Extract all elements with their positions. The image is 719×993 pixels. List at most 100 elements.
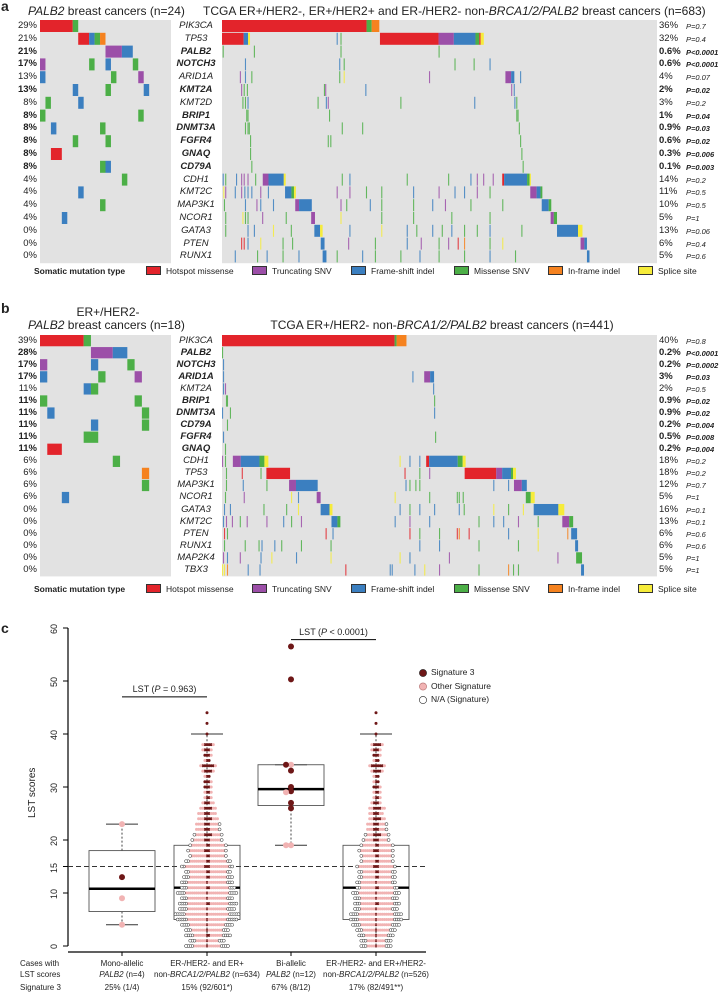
mutation-cell-palb2 (105, 45, 122, 58)
point-other (192, 854, 196, 858)
mutation-tick-kmt2c (394, 516, 396, 528)
point-other (382, 886, 386, 890)
mutation-tick-runx1 (419, 250, 421, 263)
point-other (378, 912, 382, 916)
point-na (184, 859, 188, 863)
mutation-cell-brip1 (40, 395, 48, 407)
point-na (173, 912, 178, 916)
mutation-tick-tbx3 (512, 564, 515, 576)
mutation-block-cdh1 (259, 455, 265, 467)
point-sig3 (374, 833, 378, 837)
point-other (209, 907, 213, 911)
mutation-block-pik3ca (366, 20, 372, 32)
legend-label: Truncating SNV (272, 584, 332, 594)
point-sig3 (372, 785, 376, 789)
point-sig3 (205, 790, 209, 794)
point-sig3 (372, 743, 376, 747)
point-other (378, 801, 382, 805)
point-na (226, 944, 230, 948)
mutation-tick-pten (457, 237, 459, 250)
point-other (216, 833, 219, 837)
point-sig3 (374, 785, 378, 789)
mutation-block-ncor1 (525, 491, 531, 504)
mutation-tick-gata3 (229, 503, 231, 516)
point-other (378, 753, 382, 757)
mutation-tick-pten (439, 528, 441, 540)
point-other (211, 907, 215, 911)
point-na (224, 854, 228, 858)
p-value: P=0.1 (686, 505, 706, 515)
mutation-block-tp53 (511, 467, 513, 480)
point-other (203, 907, 207, 911)
point-other (368, 838, 372, 842)
point-na (180, 880, 184, 885)
legend-item-S: Splice site (638, 584, 697, 594)
point-other (380, 939, 384, 943)
point-other (192, 928, 196, 932)
point-other (197, 865, 201, 868)
point-other (211, 743, 215, 747)
mutation-tick-map3k1 (381, 199, 383, 212)
mutation-tick-gata3 (225, 224, 227, 237)
mutation-tick-arid1a (251, 71, 253, 84)
mutation-tick-tbx3 (391, 564, 393, 576)
point-na (180, 885, 184, 890)
point-other (380, 865, 384, 868)
mutation-tick-map2k4 (226, 552, 229, 564)
point-other (220, 854, 224, 858)
mutation-cell-kmt2d (78, 96, 84, 109)
point-sig3 (372, 865, 376, 868)
left-cohort-frequency: 0% (23, 539, 37, 551)
left-cohort-frequency: 11% (18, 431, 38, 443)
mutation-tick-tbx3 (439, 564, 441, 576)
mutation-block-cdh1 (527, 173, 530, 186)
mutation-tick-kmt2c (222, 516, 225, 528)
text: ER-/HER2- and ER+/HER2- (326, 959, 426, 968)
mutation-block-map3k1 (548, 199, 552, 212)
mutation-block-cdh1 (232, 455, 241, 467)
point-other (199, 933, 203, 937)
mutation-tick-kmt2c (225, 516, 228, 528)
point-other (366, 859, 370, 863)
mutation-cell-notch3 (132, 58, 139, 71)
point-other (376, 939, 380, 943)
point-other (368, 870, 372, 874)
point-other (195, 875, 198, 879)
point-na (393, 880, 397, 885)
point-other (216, 944, 219, 948)
mutation-tick-map3k1 (405, 479, 407, 492)
mutation-tick-pten (241, 237, 243, 250)
mutation-tick-fgfr4 (435, 431, 437, 443)
mutation-block-ncor1 (316, 491, 321, 504)
point-other (203, 923, 207, 927)
tcga-frequency: 0.3% (659, 147, 681, 159)
point-other (222, 859, 226, 863)
mutation-tick-fgfr4 (327, 135, 329, 148)
mutation-tick-cdh1 (222, 173, 224, 186)
mutation-tick-pten (247, 237, 249, 250)
group-label: Bi-allelic PALB2 (n=12) (266, 958, 316, 980)
point-other (213, 933, 217, 937)
point-na (184, 933, 188, 938)
point-other (190, 918, 194, 921)
mutation-tick-arid1a (339, 71, 341, 84)
point-other (366, 865, 370, 868)
mutation-tick-ncor1 (394, 491, 396, 504)
point-other (201, 812, 205, 815)
point-sig3 (205, 933, 209, 937)
point-other (385, 854, 388, 858)
point-other (380, 743, 384, 747)
mutation-tick-gata3 (451, 224, 453, 237)
mutation-tick-ncor1 (429, 491, 431, 504)
point-other (220, 886, 224, 890)
point-other (209, 923, 213, 927)
mutation-block-gata3 (314, 224, 321, 237)
mutation-tick-ncor1 (224, 491, 227, 504)
point-other (209, 886, 213, 890)
mutation-tick-kmt2c (336, 186, 338, 199)
point-other (366, 896, 370, 900)
gene-label-gata3: GATA3 (181, 224, 211, 236)
legend-swatch (146, 584, 161, 593)
left-cohort-frequency: 29% (17, 19, 37, 31)
